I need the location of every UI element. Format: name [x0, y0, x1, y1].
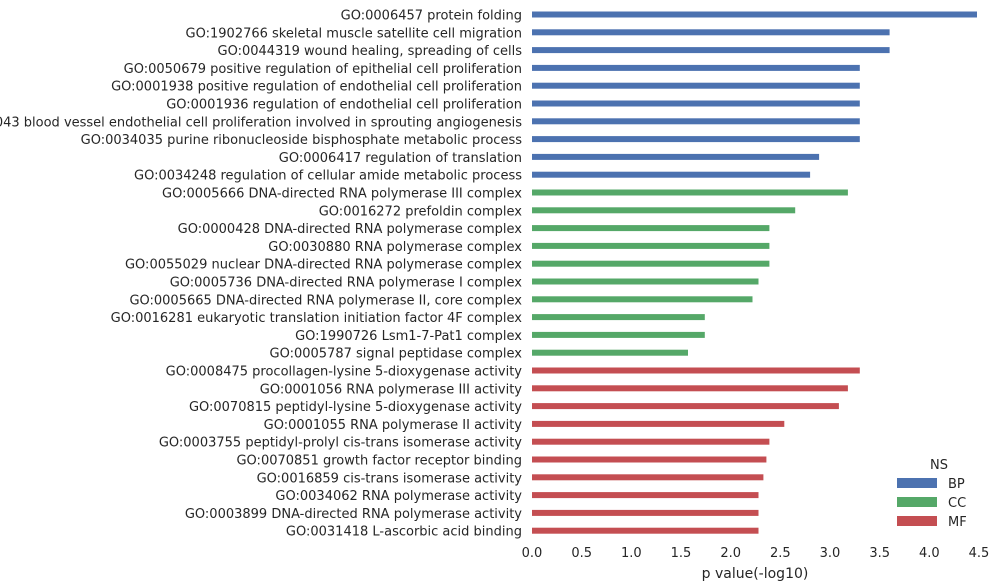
legend-swatch	[897, 516, 937, 526]
category-label: GO:0034248 regulation of cellular amide …	[134, 169, 522, 184]
category-label: GO:0005666 DNA-directed RNA polymerase I…	[162, 187, 522, 202]
bar	[532, 278, 759, 285]
x-tick-label: 3.5	[869, 546, 890, 561]
bar	[532, 225, 770, 232]
category-label: GO:1902766 skeletal muscle satellite cel…	[186, 26, 522, 41]
bar	[532, 118, 860, 125]
bar	[532, 189, 848, 196]
category-labels: GO:0006457 protein folding GO:1902766 ske…	[0, 9, 522, 540]
category-label: GO:0030880 RNA polymerase complex	[268, 240, 522, 255]
bar	[532, 314, 705, 321]
category-label: GO:0001055 RNA polymerase II activity	[264, 418, 523, 433]
bar	[532, 29, 890, 36]
x-tick-label: 2.0	[720, 546, 741, 561]
category-label: GO:0006417 regulation of translation	[279, 151, 522, 166]
category-label: GO:0044319 wound healing, spreading of c…	[218, 44, 523, 59]
x-tick-label: 0.0	[522, 546, 543, 561]
bar	[532, 171, 811, 178]
x-tick-label: 3.0	[820, 546, 841, 561]
x-tick-label: 1.0	[621, 546, 642, 561]
category-label: GO:0001936 regulation of endothelial cel…	[166, 98, 522, 113]
bar	[532, 207, 796, 214]
category-label: GO:0016272 prefoldin complex	[319, 204, 523, 219]
x-tick-label: 4.0	[919, 546, 940, 561]
bar	[532, 456, 767, 463]
legend-swatch	[897, 478, 937, 488]
category-label: GO:0031418 L-ascorbic acid binding	[286, 525, 522, 540]
category-label: GO:0001938 positive regulation of endoth…	[111, 80, 522, 95]
bar	[532, 153, 820, 160]
category-label: GO:0034062 RNA polymerase activity	[275, 489, 522, 504]
bar	[532, 47, 890, 54]
bar	[532, 474, 764, 481]
category-label: GO:0003755 peptidyl-prolyl cis-trans iso…	[159, 436, 522, 451]
category-label: GO:0070815 peptidyl-lysine 5-dioxygenase…	[189, 400, 522, 415]
legend-entry-label: BP	[948, 477, 965, 492]
category-label: GO:0002043 blood vessel endothelial cell…	[0, 115, 522, 130]
bar	[532, 367, 860, 374]
category-label: GO:0008475 procollagen-lysine 5-dioxygen…	[166, 365, 523, 380]
x-tick-label: 1.5	[671, 546, 692, 561]
bar	[532, 11, 977, 18]
bar	[532, 100, 860, 107]
bar	[532, 242, 770, 249]
legend: NS BP CC MF	[897, 458, 967, 530]
bar	[532, 385, 848, 392]
category-label: GO:0016281 eukaryotic translation initia…	[111, 311, 523, 326]
category-label: GO:0006457 protein folding	[341, 9, 522, 24]
x-tick-label: 2.5	[770, 546, 791, 561]
bar	[532, 64, 860, 71]
x-tick-label: 0.5	[571, 546, 592, 561]
legend-title: NS	[930, 458, 948, 473]
category-label: GO:0005665 DNA-directed RNA polymerase I…	[129, 293, 522, 308]
bar	[532, 438, 770, 445]
bar	[532, 82, 860, 89]
bar	[532, 509, 759, 516]
x-axis-ticks: 0.0 0.5 1.0 1.5 2.0 2.5 3.0 3.5 4.0 4.5	[522, 546, 990, 561]
bar	[532, 260, 770, 267]
category-label: GO:0034035 purine ribonucleoside bisphos…	[81, 133, 523, 148]
category-label: GO:1990726 Lsm1-7-Pat1 complex	[295, 329, 522, 344]
category-label: GO:0055029 nuclear DNA-directed RNA poly…	[125, 258, 522, 273]
x-axis-label: p value(-log10)	[702, 566, 809, 582]
legend-entry-label: CC	[948, 496, 966, 511]
bar	[532, 403, 839, 410]
x-tick-label: 4.5	[969, 546, 990, 561]
bar	[532, 136, 860, 143]
bar	[532, 420, 785, 427]
category-label: GO:0050679 positive regulation of epithe…	[124, 62, 522, 77]
bar	[532, 492, 759, 499]
bar	[532, 296, 753, 303]
category-label: GO:0001056 RNA polymerase III activity	[260, 382, 523, 397]
bar	[532, 331, 705, 338]
category-label: GO:0005736 DNA-directed RNA polymerase I…	[170, 276, 523, 291]
bar	[532, 349, 688, 356]
legend-swatch	[897, 497, 937, 507]
bar-group	[532, 11, 977, 534]
category-label: GO:0070851 growth factor receptor bindin…	[236, 454, 522, 469]
category-label: GO:0005787 signal peptidase complex	[270, 347, 523, 362]
category-label: GO:0016859 cis-trans isomerase activity	[257, 471, 523, 486]
category-label: GO:0003899 DNA-directed RNA polymerase a…	[185, 507, 522, 522]
bar	[532, 527, 759, 534]
category-label: GO:0000428 DNA-directed RNA polymerase c…	[178, 222, 523, 237]
legend-entry-label: MF	[948, 515, 967, 530]
